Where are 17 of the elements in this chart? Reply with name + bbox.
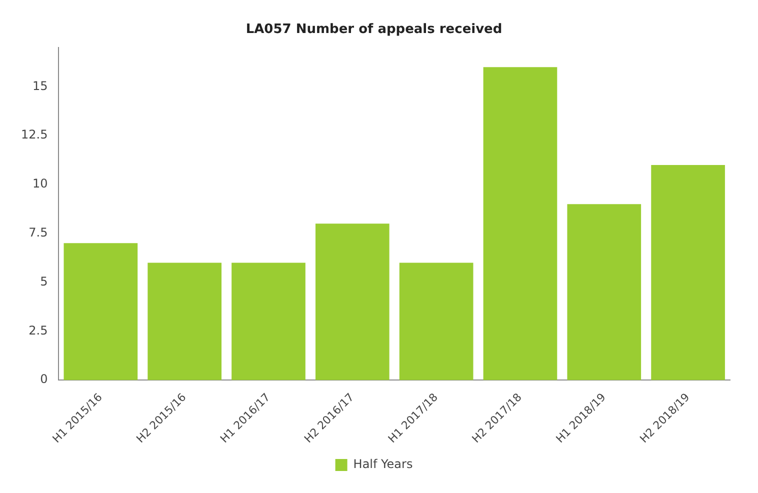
bar xyxy=(567,204,642,380)
bar xyxy=(148,262,222,380)
bar xyxy=(483,67,558,380)
y-tick-label: 5 xyxy=(40,274,48,288)
bar xyxy=(651,164,725,380)
y-tick-label: 15 xyxy=(32,78,48,93)
y-tick-label: 10 xyxy=(32,176,48,191)
bar xyxy=(315,224,390,380)
y-tick-label: 0 xyxy=(40,372,48,386)
bar xyxy=(64,243,138,380)
chart-title: LA057 Number of appeals received xyxy=(246,22,502,38)
legend-label: Half Years xyxy=(353,457,413,472)
bar xyxy=(399,262,474,380)
bar xyxy=(232,262,306,380)
y-tick-label: 2.5 xyxy=(28,323,48,338)
y-tick-label: 7.5 xyxy=(28,226,48,240)
y-tick-label: 12.5 xyxy=(21,128,48,142)
